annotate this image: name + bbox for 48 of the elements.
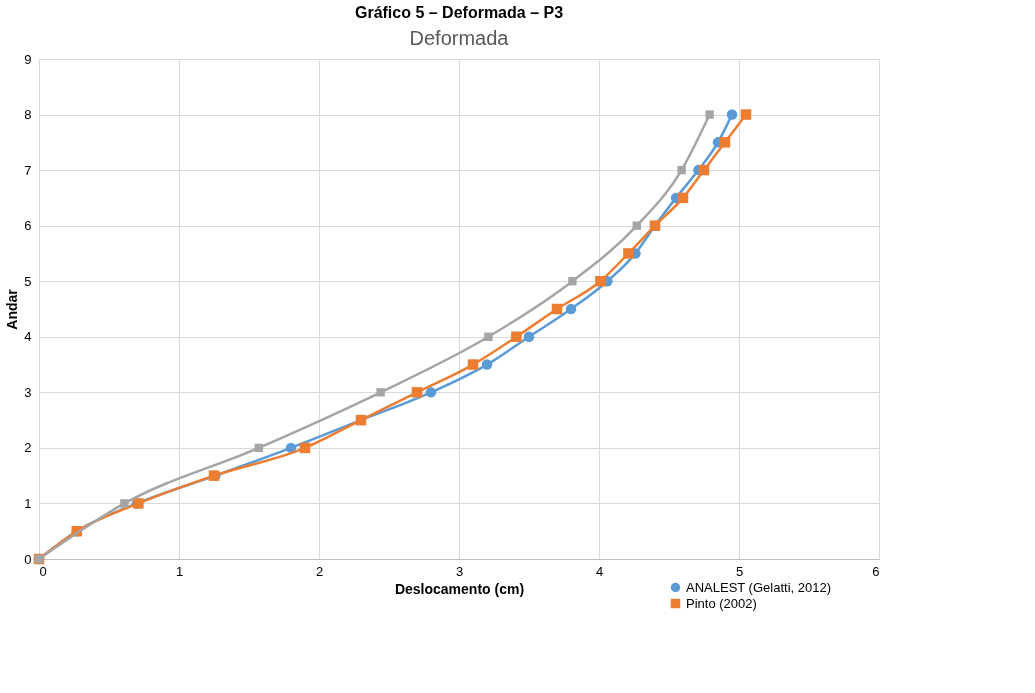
- y-tick-label: 6: [24, 218, 32, 234]
- point: [568, 277, 577, 286]
- point: [565, 303, 577, 315]
- point: [411, 387, 423, 398]
- x-axis-title: Deslocamento (cm): [394, 580, 525, 597]
- y-axis-title: Andar: [4, 288, 21, 330]
- point: [299, 442, 311, 454]
- y-tick-label: 2: [24, 440, 32, 456]
- point: [120, 499, 129, 508]
- point: [705, 110, 714, 119]
- point: [425, 387, 437, 398]
- y-tick-label: 3: [24, 384, 32, 400]
- point: [726, 109, 738, 120]
- legend-label: ANALEST (Gelatti, 2012): [686, 579, 831, 595]
- chart-title: Gráfico 5 – Deformada – P3: [354, 4, 564, 21]
- y-tick-label: 7: [24, 162, 32, 178]
- y-tick-label: 8: [24, 107, 32, 123]
- point: [285, 442, 297, 454]
- point: [376, 388, 385, 397]
- point: [698, 164, 710, 176]
- chart-subtitle: Deformada: [409, 27, 510, 49]
- point: [254, 443, 263, 453]
- point: [740, 109, 752, 120]
- point: [511, 331, 522, 343]
- point: [632, 221, 641, 230]
- point: [467, 359, 479, 370]
- x-tick-label: 0: [39, 563, 47, 579]
- y-tick-label: 0: [24, 551, 32, 567]
- point: [523, 331, 535, 343]
- x-tick-label: 5: [735, 563, 744, 579]
- point: [677, 192, 689, 204]
- point: [677, 165, 686, 175]
- point: [595, 275, 606, 287]
- y-tick-label: 1: [24, 495, 32, 511]
- point: [719, 137, 731, 148]
- x-tick-label: 2: [315, 563, 324, 579]
- y-tick-label: 9: [24, 51, 32, 67]
- x-tick-label: 4: [595, 563, 604, 579]
- x-tick-label: 3: [455, 563, 464, 579]
- y-tick-label: 4: [24, 329, 32, 345]
- x-tick-label: 6: [872, 563, 880, 579]
- point: [481, 359, 493, 370]
- legend-label: Pinto (2002): [686, 595, 757, 611]
- point: [551, 303, 563, 315]
- x-tick-label: 1: [175, 563, 184, 579]
- point: [484, 332, 493, 341]
- point: [623, 248, 634, 259]
- y-tick-label: 5: [24, 273, 32, 289]
